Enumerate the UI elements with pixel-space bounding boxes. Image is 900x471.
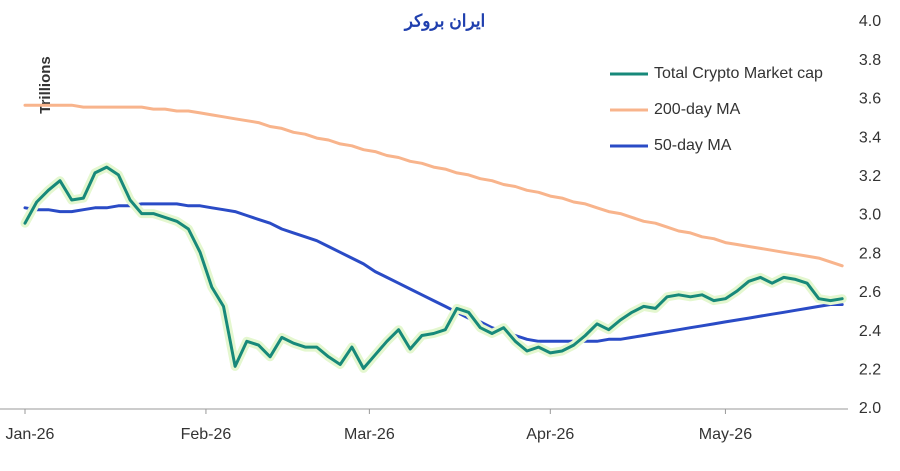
y-tick-label: 2.8	[859, 245, 881, 262]
y-tick-label: 3.8	[859, 52, 881, 69]
x-tick-label: Feb-26	[181, 426, 232, 443]
y-tick-label: 2.4	[859, 323, 881, 340]
x-tick-label: May-26	[699, 426, 752, 443]
y-tick-label: 3.4	[859, 129, 881, 146]
y-tick-label: 2.2	[859, 362, 881, 379]
y-tick-label: 3.0	[859, 207, 881, 224]
series-line	[23, 165, 844, 370]
y-tick-label: 4.0	[859, 13, 881, 30]
legend-label: 50-day MA	[654, 137, 732, 154]
series-line	[23, 202, 844, 343]
y-tick-label: 2.0	[859, 400, 881, 417]
logo: ایران بروکر	[403, 11, 486, 31]
y-tick-label: 3.2	[859, 168, 881, 185]
y-axis-label: Trillions	[37, 56, 54, 114]
x-tick-label: Jan-26	[6, 426, 55, 443]
legend-label: Total Crypto Market cap	[654, 65, 823, 82]
line-glow	[20, 162, 847, 373]
y-tick-label: 2.6	[859, 284, 881, 301]
x-tick-label: Apr-26	[526, 426, 574, 443]
series-line	[23, 103, 844, 268]
legend-label: 200-day MA	[654, 101, 741, 118]
y-tick-label: 3.6	[859, 91, 881, 108]
x-tick-label: Mar-26	[344, 426, 395, 443]
